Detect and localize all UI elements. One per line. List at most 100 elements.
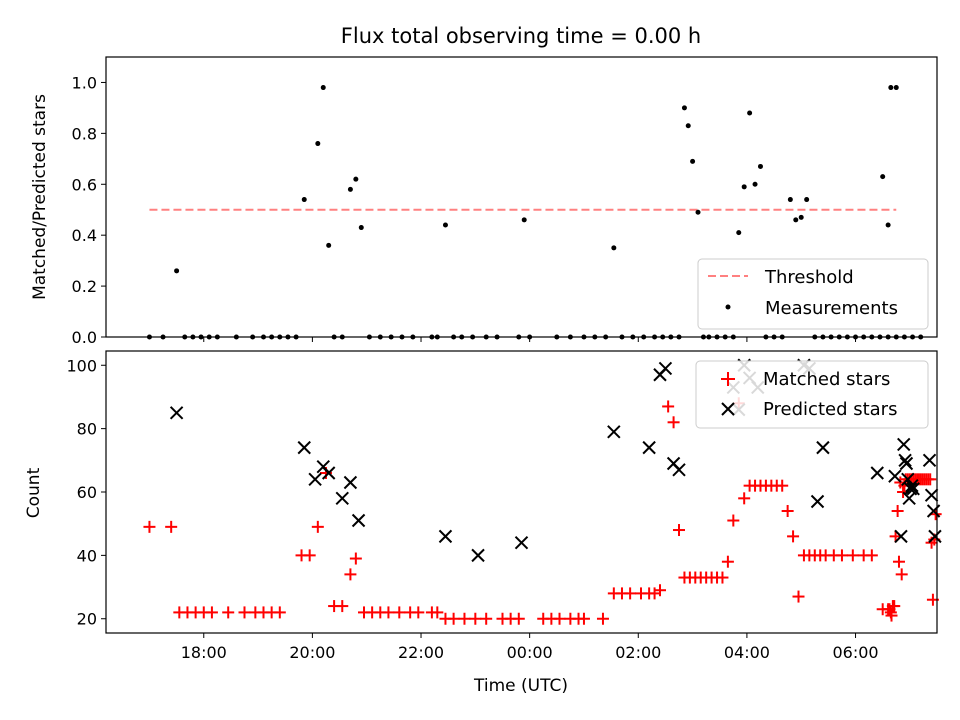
predicted-star-marker	[897, 437, 911, 452]
legend-matched-label: Matched stars	[763, 369, 890, 390]
matched-star-marker	[553, 612, 566, 625]
measurement-point	[804, 197, 810, 203]
legend-matched-swatch	[721, 372, 735, 386]
matched-star-marker	[412, 606, 425, 619]
matched-star-marker	[662, 400, 675, 413]
bottom-legend: Matched stars Predicted stars	[695, 360, 929, 429]
measurement-point	[885, 222, 891, 228]
top-y-axis-label: Matched/Predicted stars	[30, 94, 50, 300]
measurement-point	[174, 268, 180, 274]
bottom-x-tick-label: 22:00	[398, 643, 444, 662]
top-y-tick-label: 0.6	[72, 175, 97, 194]
measurement-point	[690, 158, 696, 164]
measurement-point	[301, 197, 307, 203]
matched-star-marker	[303, 549, 316, 562]
x-axis-label: Time (UTC)	[473, 676, 568, 696]
matched-star-marker	[469, 612, 482, 625]
predicted-star-marker	[471, 548, 485, 563]
bottom-legend-box	[695, 360, 929, 429]
matched-star-marker	[721, 555, 734, 568]
bottom-x-tick-label: 04:00	[724, 643, 770, 662]
predicted-star-marker	[928, 529, 942, 544]
top-y-tick-label: 0.4	[72, 226, 97, 245]
matched-star-marker	[311, 520, 324, 533]
matched-star-marker	[673, 524, 686, 537]
predicted-star-marker	[816, 440, 830, 455]
matched-star-marker	[431, 606, 444, 619]
matched-star-marker	[512, 612, 525, 625]
bottom-x-tick-label: 02:00	[615, 643, 661, 662]
measurement-point	[611, 245, 617, 251]
matched-star-marker	[336, 600, 349, 613]
legend-measurements-label: Measurements	[765, 298, 898, 319]
legend-predicted-swatch	[721, 402, 735, 416]
matched-star-marker	[344, 568, 357, 581]
matched-star-marker	[458, 612, 471, 625]
top-axes-frame	[105, 56, 938, 338]
matched-star-marker	[238, 606, 251, 619]
bottom-x-ticks: 18:00 20:00 22:00 00:00 02:00 04:00 06:00	[181, 633, 879, 662]
top-legend-box	[697, 258, 929, 330]
matched-star-marker	[865, 549, 878, 562]
predicted-star-marker	[926, 504, 941, 518]
predicted-star-marker	[903, 482, 918, 496]
bottom-axes-frame	[105, 350, 938, 634]
bottom-panel: Count Time (UTC) 20 40 60 80 100 18:00 20:00 2…	[24, 350, 942, 696]
top-data-marks	[146, 85, 924, 340]
measurement-point	[442, 222, 448, 228]
predicted-star-marker	[607, 425, 621, 439]
predicted-star-marker	[672, 463, 686, 477]
legend-predicted-label: Predicted stars	[763, 399, 897, 420]
predicted-star-marker	[438, 529, 453, 544]
matched-star-marker	[792, 590, 805, 603]
matched-star-marker	[205, 606, 218, 619]
predicted-star-marker	[642, 440, 656, 455]
measurement-point	[757, 163, 763, 169]
matched-star-marker	[273, 606, 286, 619]
chart-title: Flux total observing time = 0.00 h	[341, 24, 701, 48]
predicted-star-marker	[169, 406, 184, 420]
matched-star-marker	[222, 606, 235, 619]
bottom-y-tick-label: 40	[77, 546, 97, 565]
matched-star-marker	[787, 530, 800, 543]
measurement-point	[315, 141, 321, 147]
matched-star-marker	[781, 505, 794, 518]
matched-star-marker	[654, 584, 666, 597]
matched-star-marker	[846, 549, 859, 562]
predicted-star-marker	[924, 488, 939, 502]
matched-star-marker	[835, 549, 848, 562]
bottom-x-tick-label: 18:00	[181, 643, 227, 662]
matched-star-marker	[577, 612, 590, 625]
matched-star-marker	[892, 555, 905, 568]
bottom-data-marks	[143, 358, 942, 625]
legend-measurements-swatch	[725, 304, 731, 310]
predicted-star-marker	[905, 478, 919, 493]
top-y-tick-label: 0.2	[72, 277, 97, 296]
matched-star-marker	[738, 492, 751, 505]
predicted-star-marker	[898, 453, 912, 468]
predicted-star-marker	[335, 491, 349, 506]
predicted-star-marker	[888, 469, 902, 483]
matched-star-marker	[349, 552, 362, 565]
top-y-tick-label: 0.0	[72, 328, 97, 347]
measurement-point	[353, 176, 359, 182]
measurement-point	[787, 197, 793, 203]
predicted-star-marker	[308, 472, 322, 487]
measurement-point	[320, 85, 326, 91]
matched-star-marker	[596, 612, 609, 625]
measurement-point	[793, 217, 799, 223]
matched-star-marker	[393, 606, 406, 619]
predicted-star-marker	[351, 513, 366, 528]
predicted-star-marker	[514, 535, 529, 550]
matched-star-marker	[888, 600, 901, 613]
measurement-point	[681, 105, 687, 111]
measurement-point	[888, 85, 894, 91]
bottom-y-tick-label: 20	[77, 610, 97, 629]
predicted-star-marker	[894, 529, 908, 544]
matched-star-marker	[889, 530, 902, 543]
matched-star-marker	[776, 479, 789, 492]
top-y-ticks: 0.0 0.2 0.4 0.6 0.8 1.0	[72, 73, 106, 347]
predicted-star-marker	[321, 466, 336, 480]
top-panel: Flux total observing time = 0.00 h Match…	[30, 24, 938, 347]
